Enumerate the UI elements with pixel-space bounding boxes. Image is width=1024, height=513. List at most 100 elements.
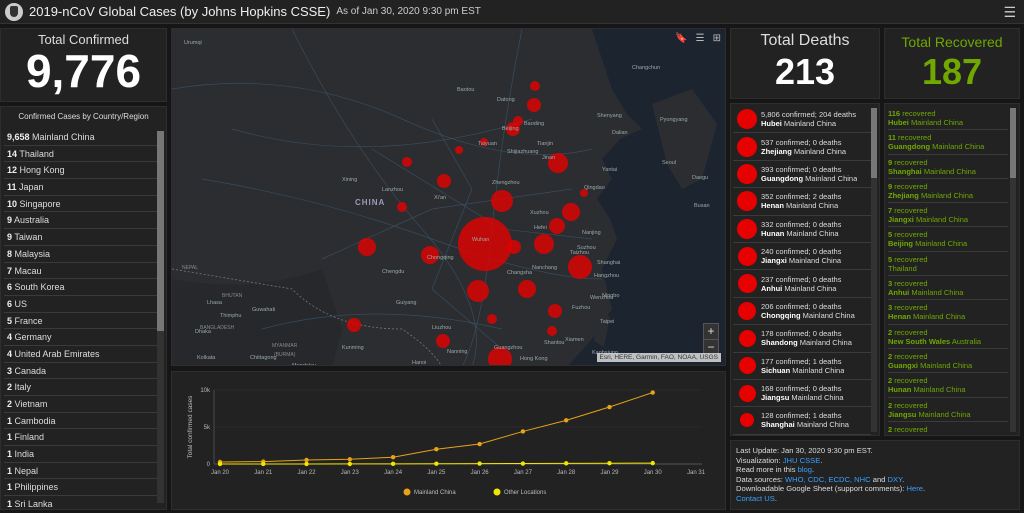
x-tick-label: Jan 29 (600, 470, 619, 476)
deaths-list-item[interactable]: 168 confirmed; 0 deaths Jiangsu Mainland … (733, 380, 871, 408)
recovered-list-item[interactable]: 11 recovered Guangdong Mainland China (888, 130, 1008, 155)
deaths-list-item[interactable]: 537 confirmed; 0 deaths Zhejiang Mainland… (733, 133, 871, 161)
map-city-label: Busan (694, 203, 710, 209)
recovered-list-item[interactable]: 2 recovered Jiangsu Mainland China (888, 398, 1008, 422)
country-list-item[interactable]: 1 Sri Lanka (4, 496, 157, 507)
recovered-list-item[interactable]: 2 recovered Hunan Mainland China (888, 373, 1008, 398)
recovered-list-item[interactable]: 3 recovered Anhui Mainland China (888, 276, 1008, 301)
country-list-item[interactable]: 1 Finland (4, 429, 157, 447)
scrollbar-thumb[interactable] (157, 131, 164, 331)
map-road (201, 178, 603, 280)
recovered-list-item[interactable]: 5 recovered Beijing Mainland China (888, 227, 1008, 252)
case-bubble (436, 334, 450, 348)
bookmark-icon[interactable]: 🔖 (675, 33, 688, 44)
deaths-list-item[interactable]: 393 confirmed; 0 deaths Guangdong Mainlan… (733, 161, 871, 189)
blog-link[interactable]: blog (797, 465, 812, 475)
country-list-item[interactable]: 9,658 Mainland China (4, 129, 157, 146)
map-country-label: CHINA (355, 198, 385, 207)
map-city-label: Yantai (602, 167, 617, 173)
country-list-item[interactable]: 14 Thailand (4, 146, 157, 163)
country-list-item[interactable]: 1 Nepal (4, 463, 157, 480)
deaths-list-item[interactable]: 240 confirmed; 0 deaths Jiangxi Mainland … (733, 243, 871, 271)
deaths-list-item[interactable]: 178 confirmed; 0 deaths Shandong Mainland… (733, 325, 871, 353)
data-sources-line: Data sources: WHO, CDC, ECDC, NHC and DX… (736, 474, 905, 484)
map-canvas[interactable]: Urumqi Baotou Datong Beijing Baoding Tianjin S… (172, 29, 726, 366)
scrollbar-thumb[interactable] (1010, 108, 1016, 178)
country-list-item[interactable]: 6 US (4, 296, 157, 313)
contact-link[interactable]: Contact US (736, 493, 775, 503)
x-tick-label: Jan 24 (384, 470, 403, 476)
recovered-list-item[interactable]: 116 recovered Hubei Mainland China (888, 106, 1008, 131)
deaths-list-item[interactable]: 128 confirmed; 1 deaths Shanghai Mainland… (733, 407, 871, 435)
deaths-list-item[interactable]: 177 confirmed; 1 deaths Sichuan Mainland … (733, 353, 871, 380)
map-city-label: BANGLADESH (200, 325, 235, 331)
deaths-list-item[interactable]: 332 confirmed; 0 deaths Hunan Mainland Ch… (733, 216, 871, 243)
map-road (231, 118, 533, 148)
map-city-label: Shantou (544, 340, 565, 346)
scrollbar-thumb[interactable] (871, 108, 877, 178)
data-point (520, 461, 526, 466)
country-list-item[interactable]: 1 India (4, 446, 157, 463)
recovered-list-item[interactable]: 2 recovered New South Wales Australia (888, 325, 1008, 349)
case-bubble (347, 318, 361, 332)
country-list-item[interactable]: 7 Macau (4, 263, 157, 280)
country-list-item[interactable]: 9 Australia (4, 212, 157, 230)
recovered-list-item[interactable]: 5 recovered Thailand (888, 252, 1008, 277)
map-city-label: Guwahati (252, 307, 275, 313)
map-panel[interactable]: Urumqi Baotou Datong Beijing Baoding Tianjin S… (171, 28, 726, 366)
country-list-item[interactable]: 11 Japan (4, 179, 157, 196)
country-list-scrollbar[interactable] (157, 131, 164, 503)
country-list-item[interactable]: 4 Germany (4, 329, 157, 346)
recovered-list-item[interactable]: 9 recovered Zhejiang Mainland China (888, 179, 1008, 204)
dot-cell (733, 216, 761, 242)
country-name: Mainland China (29, 132, 95, 142)
data-point (390, 455, 396, 460)
country-list-item[interactable]: 12 Hong Kong (4, 162, 157, 180)
recovered-list-item[interactable]: 2 recoveredShandong Mainland China (888, 422, 1008, 435)
dxy-link[interactable]: DXY (887, 474, 903, 484)
country-list-item[interactable]: 8 Malaysia (4, 246, 157, 263)
data-point (434, 461, 439, 466)
map-city-label: Thimphu (220, 313, 241, 319)
country-list-item[interactable]: 2 Italy (4, 379, 157, 396)
map-city-label: Taizhou (570, 250, 589, 256)
country-list-header: Confirmed Cases by Country/Region (18, 112, 149, 121)
case-bubble (487, 314, 497, 324)
jhu-csse-link[interactable]: JHU CSSE (782, 455, 821, 465)
list-icon[interactable]: ☰ (695, 33, 705, 44)
deaths-item-text: 168 confirmed; 0 deaths Jiangsu Mainland … (761, 384, 844, 403)
recovered-list-scrollbar[interactable] (1010, 108, 1016, 432)
country-list-item[interactable]: 4 United Arab Emirates (4, 346, 157, 363)
recovered-list-item[interactable]: 7 recovered Jiangxi Mainland China (888, 203, 1008, 228)
data-sources-link[interactable]: WHO, CDC, ECDC, NHC (784, 474, 871, 484)
google-sheet-link[interactable]: Here (906, 484, 923, 494)
zoom-in-button[interactable]: + (707, 324, 715, 338)
recovered-list-item[interactable]: 2 recovered Guangxi Mainland China (888, 349, 1008, 374)
country-list-item[interactable]: 10 Singapore (4, 196, 157, 213)
dot-cell (733, 353, 761, 379)
country-list-item[interactable]: 1 Cambodia (4, 413, 157, 430)
map-city-label: Suzhou (577, 245, 596, 251)
country-list-item[interactable]: 5 France (4, 313, 157, 330)
deaths-list-item[interactable]: 206 confirmed; 0 deaths Chongqing Mainlan… (733, 298, 871, 326)
deaths-list-scrollbar[interactable] (871, 108, 877, 432)
country-list-item[interactable]: 9 Taiwan (4, 229, 157, 246)
deaths-list-item[interactable]: 5,806 confirmed; 204 deaths Hubei Mainlan… (733, 106, 871, 134)
recovered-list-item[interactable]: 3 recovered Henan Mainland China (888, 300, 1008, 325)
hamburger-menu-icon[interactable]: ☰ (1003, 4, 1016, 20)
visualization-line: Visualization: JHU CSSE. (736, 455, 823, 465)
zoom-out-button[interactable]: − (704, 339, 718, 354)
country-list-item[interactable]: 2 Vietnam (4, 396, 157, 413)
case-bubble (488, 347, 512, 365)
map-city-label: Fuzhou (572, 305, 590, 311)
deaths-list-item[interactable]: 237 confirmed; 0 deaths Anhui Mainland Ch… (733, 270, 871, 298)
deaths-list: 5,806 confirmed; 204 deaths Hubei Mainlan… (733, 106, 871, 435)
recovered-list-item[interactable]: 9 recovered Shanghai Mainland China (888, 155, 1008, 179)
dot-cell (733, 380, 761, 406)
country-list-item[interactable]: 1 Philippines (4, 479, 157, 497)
map-city-label: Chengdu (382, 269, 404, 275)
country-list-item[interactable]: 3 Canada (4, 363, 157, 380)
basemap-gallery-icon[interactable]: ⊞ (712, 33, 721, 44)
country-list-item[interactable]: 6 South Korea (4, 279, 157, 296)
deaths-list-item[interactable]: 352 confirmed; 2 deaths Henan Mainland Ch… (733, 188, 871, 216)
